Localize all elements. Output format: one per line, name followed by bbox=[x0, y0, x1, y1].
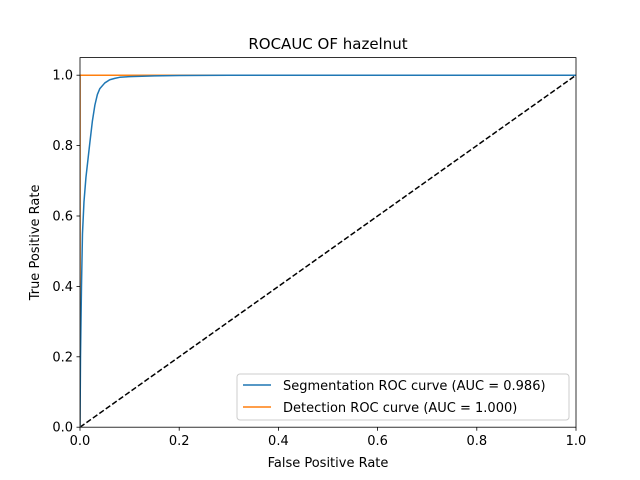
legend-label-segmentation: Segmentation ROC curve (AUC = 0.986) bbox=[283, 379, 546, 394]
series-layer bbox=[80, 74, 576, 428]
y-tick-label: 0.2 bbox=[52, 350, 73, 365]
legend: Segmentation ROC curve (AUC = 0.986) Det… bbox=[236, 373, 570, 421]
x-tick-label: 0.6 bbox=[367, 434, 388, 449]
series-line-2 bbox=[80, 74, 576, 428]
chart-title: ROCAUC OF hazelnut bbox=[248, 35, 407, 53]
series-line-0 bbox=[80, 74, 576, 428]
x-tick-label: 0.0 bbox=[70, 434, 91, 449]
plot-area bbox=[80, 57, 576, 428]
y-tick-label: 1.0 bbox=[52, 69, 73, 84]
y-tick-label: 0.6 bbox=[52, 210, 73, 225]
x-axis-label: False Positive Rate bbox=[268, 456, 389, 471]
x-tick-label: 0.4 bbox=[268, 434, 289, 449]
x-tick-label: 0.8 bbox=[466, 434, 487, 449]
y-axis-label: True Positive Rate bbox=[28, 184, 43, 301]
plot-frame bbox=[79, 57, 577, 428]
x-tick-label: 0.2 bbox=[169, 434, 190, 449]
legend-label-detection: Detection ROC curve (AUC = 1.000) bbox=[283, 401, 517, 416]
y-tick-label: 0.8 bbox=[52, 139, 73, 154]
x-tick-label: 1.0 bbox=[566, 434, 587, 449]
legend-box bbox=[236, 373, 570, 421]
ticks-layer: 0.0 0.2 0.4 0.6 0.8 1.0 0.0 0.2 0.4 0.6 0.8 1.0 bbox=[52, 69, 586, 450]
y-tick-label: 0.4 bbox=[52, 280, 73, 295]
y-tick-label: 0.0 bbox=[52, 421, 73, 436]
